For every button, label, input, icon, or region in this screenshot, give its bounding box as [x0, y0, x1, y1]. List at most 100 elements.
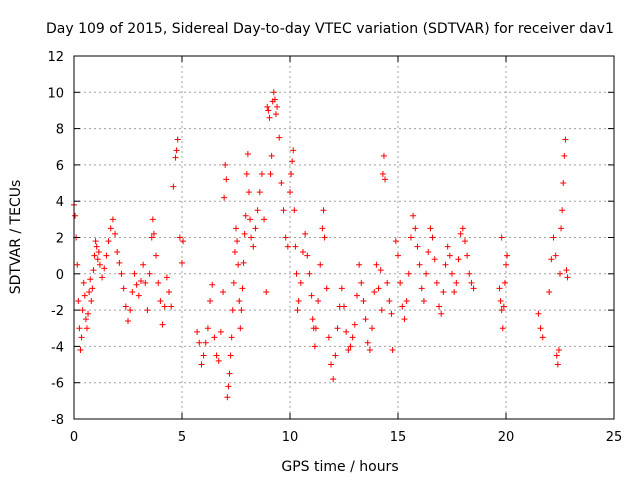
data-point: [194, 328, 201, 335]
data-point: [222, 161, 229, 168]
data-point: [127, 307, 134, 314]
data-point: [114, 249, 121, 256]
data-point: [382, 176, 389, 183]
data-point: [256, 189, 263, 196]
data-point: [461, 238, 468, 245]
data-point: [284, 243, 291, 250]
data-point: [131, 270, 138, 277]
data-point: [93, 243, 100, 250]
data-point: [308, 292, 315, 299]
data-point: [96, 261, 103, 268]
data-point: [358, 279, 365, 286]
data-point: [118, 270, 125, 277]
data-point: [276, 134, 283, 141]
data-point: [558, 225, 565, 232]
data-point: [243, 170, 250, 177]
data-point: [360, 298, 367, 305]
data-point: [282, 234, 289, 241]
data-point: [427, 225, 434, 232]
data-point: [466, 270, 473, 277]
data-point: [375, 285, 382, 292]
data-point: [88, 298, 95, 305]
data-point: [86, 288, 93, 295]
data-point: [290, 147, 297, 154]
data-point: [92, 238, 99, 245]
data-point: [109, 216, 116, 223]
data-point: [535, 310, 542, 317]
data-point: [328, 361, 335, 368]
data-point: [235, 261, 242, 268]
data-point: [87, 276, 94, 283]
data-point: [464, 252, 471, 259]
data-point: [373, 261, 380, 268]
data-point: [369, 325, 376, 332]
data-point: [258, 170, 265, 177]
data-point: [395, 252, 401, 259]
data-point: [217, 328, 224, 335]
data-point: [562, 136, 569, 143]
data-point: [107, 225, 114, 232]
x-tick-label: 10: [282, 430, 299, 445]
data-point: [555, 347, 562, 354]
data-point: [215, 357, 222, 364]
data-point: [241, 230, 248, 237]
chart-title: Day 109 of 2015, Sidereal Day-to-day VTE…: [46, 21, 614, 37]
data-point: [112, 230, 119, 237]
data-point: [554, 361, 561, 368]
data-point: [242, 212, 249, 219]
y-tick-label: 12: [47, 50, 64, 65]
data-point: [347, 343, 354, 350]
data-point: [230, 279, 237, 286]
data-point: [438, 310, 445, 317]
data-point: [229, 307, 236, 314]
data-point: [496, 285, 503, 292]
data-point: [122, 303, 129, 310]
x-tick-label: 20: [498, 430, 515, 445]
data-point: [148, 234, 155, 241]
data-point: [76, 325, 83, 332]
data-point: [497, 298, 504, 305]
data-point: [293, 270, 300, 277]
data-point: [146, 270, 153, 277]
data-point: [343, 328, 350, 335]
data-point: [378, 307, 385, 314]
data-point: [161, 303, 168, 310]
data-point: [564, 274, 571, 281]
data-point: [120, 285, 127, 292]
data-point: [80, 279, 87, 286]
data-point: [180, 238, 187, 245]
data-point: [142, 279, 149, 286]
data-point: [377, 267, 384, 274]
data-point: [291, 207, 298, 214]
data-point: [315, 298, 322, 305]
data-point: [449, 270, 455, 277]
data-point: [309, 316, 316, 323]
data-point: [503, 261, 509, 268]
data-point: [287, 189, 293, 196]
data-point: [371, 288, 378, 295]
data-point: [103, 252, 110, 259]
data-point: [548, 256, 555, 263]
data-point: [498, 307, 505, 314]
data-point: [341, 303, 347, 310]
data-point: [248, 234, 255, 241]
data-point: [345, 347, 352, 354]
data-point: [442, 261, 449, 268]
data-point: [247, 216, 254, 223]
data-point: [153, 252, 160, 259]
data-point: [457, 230, 464, 237]
data-point: [389, 347, 396, 354]
data-point: [99, 274, 106, 281]
data-point: [264, 103, 271, 110]
data-point: [468, 279, 475, 286]
data-point: [159, 321, 166, 328]
data-point: [237, 325, 244, 332]
data-point: [397, 279, 404, 286]
data-point: [91, 252, 98, 259]
data-point: [440, 288, 447, 295]
data-point: [364, 339, 371, 346]
data-point: [319, 225, 326, 232]
data-point: [236, 298, 243, 305]
data-point: [179, 259, 185, 266]
